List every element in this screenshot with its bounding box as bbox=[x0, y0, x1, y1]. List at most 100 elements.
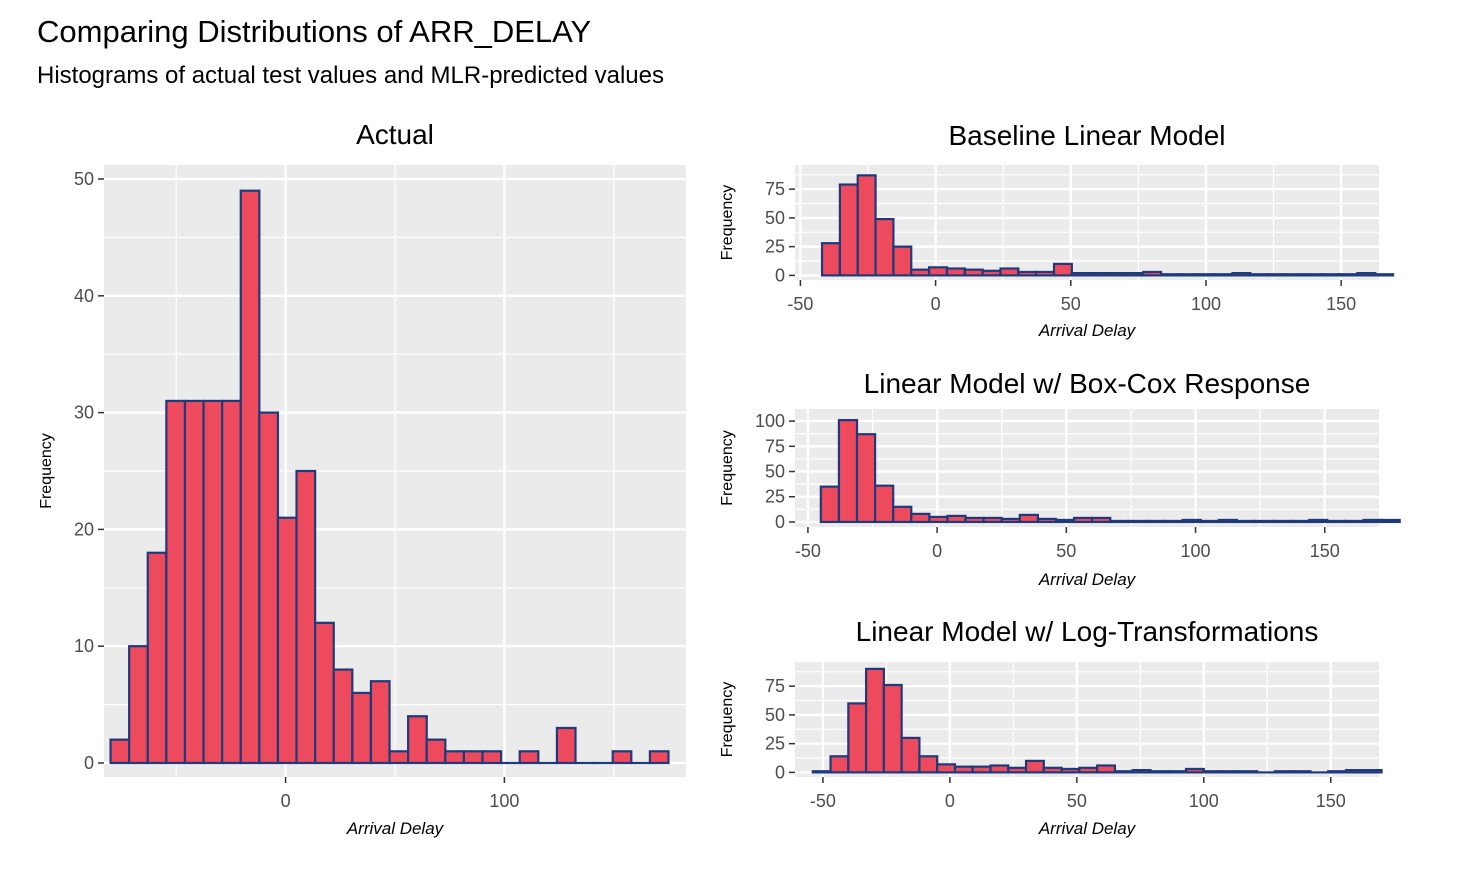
x-tick-label: 150 bbox=[1326, 294, 1356, 314]
histogram-bar bbox=[874, 217, 895, 277]
chart-subtitle: Histograms of actual test values and MLR… bbox=[37, 62, 664, 89]
histogram-bar bbox=[1217, 518, 1238, 524]
histogram-bar bbox=[1177, 273, 1198, 277]
histogram-bar bbox=[128, 645, 149, 765]
histogram-bar bbox=[1007, 766, 1028, 774]
histogram-bar bbox=[1149, 770, 1170, 774]
histogram-bar bbox=[900, 736, 921, 774]
histogram-bar bbox=[1072, 516, 1094, 524]
histogram-bar bbox=[1106, 272, 1127, 277]
histogram-bar bbox=[820, 242, 841, 277]
histogram-bar bbox=[1302, 273, 1323, 277]
histogram-bar bbox=[1060, 767, 1081, 774]
histogram-bar bbox=[864, 667, 885, 774]
histogram-bar bbox=[202, 399, 224, 765]
y-tick-label: 50 bbox=[74, 169, 94, 189]
y-axis-title: Frequency bbox=[38, 433, 55, 509]
histogram-bar bbox=[1113, 770, 1134, 774]
histogram-bar bbox=[1238, 770, 1259, 774]
panel-title: Linear Model w/ Box-Cox Response bbox=[864, 368, 1311, 399]
histogram-bar bbox=[1380, 518, 1401, 524]
y-tick-label: 30 bbox=[74, 403, 94, 423]
y-tick-label: 75 bbox=[765, 676, 785, 696]
y-tick-label: 10 bbox=[74, 636, 94, 656]
histogram-bar bbox=[953, 765, 974, 774]
panel-title: Baseline Linear Model bbox=[948, 120, 1225, 151]
y-tick-label: 50 bbox=[765, 208, 785, 228]
histogram-bar bbox=[369, 680, 391, 765]
panel-title: Actual bbox=[356, 119, 434, 150]
histogram-bar bbox=[1131, 768, 1152, 774]
histogram-bar bbox=[918, 755, 939, 774]
y-axis-title: Frequency bbox=[719, 682, 736, 758]
histogram-bar bbox=[1199, 519, 1220, 524]
histogram-bar bbox=[1231, 272, 1252, 277]
histogram-bar bbox=[928, 266, 949, 277]
x-tick-label: 100 bbox=[1181, 541, 1211, 561]
histogram-bar bbox=[462, 750, 484, 765]
histogram-bar bbox=[1362, 518, 1383, 524]
x-tick-label: 50 bbox=[1067, 791, 1087, 811]
x-tick-label: 0 bbox=[931, 294, 941, 314]
histogram-bar bbox=[611, 750, 633, 765]
y-tick-label: 75 bbox=[765, 179, 785, 199]
histogram-bar bbox=[1213, 273, 1234, 277]
histogram-bar bbox=[1290, 519, 1311, 524]
histogram-bar bbox=[1344, 519, 1365, 524]
histogram-bar bbox=[1035, 270, 1056, 277]
histogram-bar bbox=[1284, 273, 1305, 277]
x-tick-label: 100 bbox=[1189, 791, 1219, 811]
y-tick-label: 100 bbox=[755, 411, 785, 431]
histogram-bar bbox=[407, 715, 428, 765]
histogram-bar bbox=[1024, 759, 1045, 774]
histogram-bar bbox=[1000, 517, 1021, 524]
histogram-bar bbox=[837, 418, 859, 524]
histogram-bar bbox=[946, 514, 967, 524]
histogram-bar bbox=[221, 399, 242, 765]
y-tick-label: 25 bbox=[765, 734, 785, 754]
histogram-bar bbox=[963, 268, 984, 277]
histogram-bar bbox=[1291, 770, 1312, 774]
histogram-bar bbox=[945, 267, 966, 277]
histogram-bar bbox=[425, 738, 447, 765]
histogram-bar bbox=[1145, 519, 1166, 524]
histogram-panel-2: 0 25 50 75 100 -50 0 50 100 150 Linear Model w/ Bo… bbox=[719, 368, 1401, 589]
histogram-bar bbox=[1338, 273, 1359, 277]
histogram-bar bbox=[989, 764, 1010, 774]
x-tick-label: 0 bbox=[281, 791, 291, 811]
histogram-bar bbox=[146, 551, 168, 765]
histogram-bar bbox=[1096, 764, 1117, 774]
histogram-bar bbox=[1124, 272, 1145, 277]
histogram-bar bbox=[847, 702, 868, 774]
histogram-bar bbox=[838, 183, 859, 277]
histogram-bar bbox=[332, 668, 354, 765]
y-tick-label: 50 bbox=[765, 462, 785, 482]
histogram-bar bbox=[981, 269, 1002, 277]
histogram-bar bbox=[1253, 519, 1275, 524]
histogram-bar bbox=[982, 516, 1003, 524]
y-axis-title: Frequency bbox=[719, 185, 736, 261]
x-tick-label: 100 bbox=[1191, 294, 1221, 314]
histogram-bar bbox=[855, 433, 877, 524]
histogram-bar bbox=[109, 738, 131, 765]
histogram-bar bbox=[1326, 519, 1347, 524]
x-tick-label: 150 bbox=[1316, 791, 1346, 811]
histogram-bar bbox=[1195, 273, 1216, 277]
histogram-bar bbox=[936, 763, 957, 774]
y-tick-label: 40 bbox=[74, 286, 94, 306]
histogram-bar bbox=[910, 512, 931, 524]
histogram-bar bbox=[910, 268, 931, 277]
chart-title: Comparing Distributions of ARR_DELAY bbox=[37, 14, 592, 49]
histogram-bar bbox=[1036, 517, 1058, 524]
histogram-bar bbox=[1327, 770, 1348, 774]
histogram-bar bbox=[351, 691, 373, 765]
histogram-panel-3: 0 25 50 75 -50 0 50 100 150 Linear Model w/ Log-T… bbox=[719, 616, 1383, 838]
histogram-bar bbox=[964, 516, 985, 524]
histogram-bar bbox=[1362, 768, 1383, 774]
histogram-bar bbox=[1018, 513, 1040, 524]
histogram-bar bbox=[1271, 519, 1293, 524]
y-tick-label: 50 bbox=[765, 705, 785, 725]
histogram-bar bbox=[874, 484, 895, 524]
histogram-bar bbox=[1054, 518, 1076, 524]
histogram-bar bbox=[829, 755, 850, 774]
